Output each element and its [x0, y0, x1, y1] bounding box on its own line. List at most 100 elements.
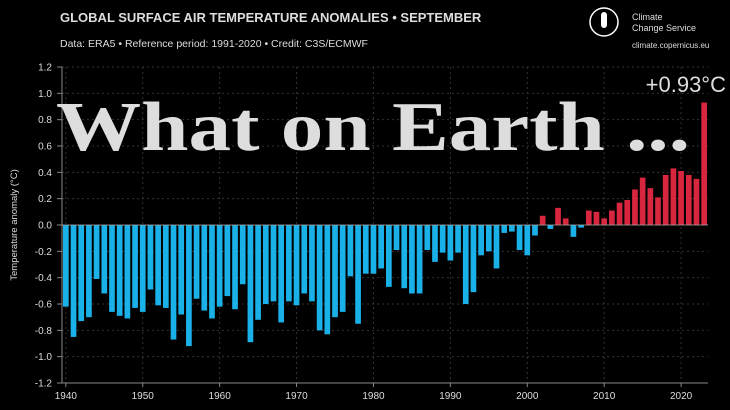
chart-subtitle: Data: ERA5 • Reference period: 1991-2020… — [60, 38, 368, 50]
bar — [162, 225, 169, 308]
bar — [216, 225, 223, 307]
bar — [109, 225, 115, 312]
bar — [670, 168, 677, 225]
bar — [685, 174, 692, 225]
bar — [416, 225, 423, 294]
bar — [86, 225, 92, 318]
bar — [585, 210, 592, 225]
bar — [232, 225, 238, 310]
bar — [493, 225, 500, 269]
bar — [370, 225, 377, 274]
bar — [462, 225, 469, 304]
bar — [139, 225, 146, 312]
bar — [347, 225, 354, 277]
bar — [639, 177, 646, 225]
bar — [286, 225, 292, 302]
bar — [186, 225, 192, 347]
x-tick-label: 1980 — [362, 391, 385, 402]
y-tick-label: -0.6 — [35, 300, 53, 311]
bar — [432, 225, 438, 262]
bar — [501, 225, 508, 233]
bar — [247, 225, 254, 343]
x-tick-label: 1950 — [132, 391, 155, 402]
bar — [224, 225, 231, 297]
y-tick-label: 0.4 — [38, 168, 52, 179]
bar — [101, 225, 108, 294]
bar — [262, 225, 269, 304]
bar — [339, 225, 346, 312]
bar — [293, 225, 300, 306]
bar — [516, 225, 523, 251]
bar — [647, 188, 654, 225]
bar — [424, 225, 431, 251]
bar — [447, 225, 454, 261]
bar — [332, 225, 338, 318]
y-tick-label: 0.2 — [38, 194, 52, 205]
logo-text: Climate — [632, 12, 663, 22]
bar — [701, 102, 708, 225]
y-axis-label: Temperature anomaly (°C) — [9, 169, 20, 281]
bar — [624, 199, 631, 225]
bar — [378, 225, 385, 269]
bar — [578, 225, 584, 228]
bar — [178, 225, 185, 315]
bar — [301, 225, 308, 294]
bar — [193, 225, 200, 299]
bar — [539, 215, 546, 225]
x-tick-label: 1970 — [285, 391, 308, 402]
bar — [547, 225, 554, 229]
bar — [409, 225, 415, 294]
bar — [170, 225, 177, 340]
bar — [470, 225, 477, 293]
y-tick-label: -1.2 — [35, 379, 53, 390]
bar — [601, 218, 608, 225]
y-tick-label: 1.0 — [38, 89, 52, 100]
bar — [209, 225, 215, 319]
bar — [401, 225, 408, 289]
annotation: +0.93°C — [646, 72, 726, 97]
y-tick-label: 0.6 — [38, 142, 52, 153]
bar — [616, 202, 623, 225]
bar — [324, 225, 331, 335]
bar — [439, 225, 446, 253]
bar — [78, 225, 85, 322]
bar — [385, 225, 392, 287]
bar — [562, 218, 569, 225]
y-tick-label: 0.8 — [38, 115, 52, 126]
bar — [70, 225, 77, 337]
bar — [593, 211, 600, 225]
bar — [362, 225, 369, 274]
bar — [201, 225, 208, 311]
bar — [239, 225, 246, 285]
y-tick-label: -0.4 — [35, 273, 53, 284]
bar — [270, 225, 277, 302]
bar — [93, 225, 100, 279]
logo-text: Change Service — [632, 23, 696, 33]
x-tick-label: 2010 — [593, 391, 616, 402]
x-tick-label: 1960 — [209, 391, 232, 402]
x-tick-label: 1990 — [439, 391, 462, 402]
bar — [655, 197, 661, 225]
bar — [632, 189, 638, 225]
bar — [62, 225, 69, 307]
y-tick-label: -1.0 — [35, 352, 53, 363]
bar — [309, 225, 315, 302]
bar — [524, 225, 531, 256]
bar — [678, 171, 684, 225]
logo-icon — [601, 12, 607, 28]
logo: Climate Change Service climate.copernicu… — [589, 7, 709, 50]
bar — [255, 225, 261, 320]
logo-url: climate.copernicus.eu — [632, 41, 709, 50]
x-tick-label: 2000 — [516, 391, 539, 402]
bar — [485, 225, 492, 252]
bar — [455, 225, 461, 253]
bar — [555, 207, 561, 225]
bar — [478, 225, 484, 256]
bar — [355, 225, 361, 324]
chart-title: GLOBAL SURFACE AIR TEMPERATURE ANOMALIES… — [60, 10, 482, 25]
bar — [609, 210, 615, 225]
bar — [532, 225, 538, 236]
